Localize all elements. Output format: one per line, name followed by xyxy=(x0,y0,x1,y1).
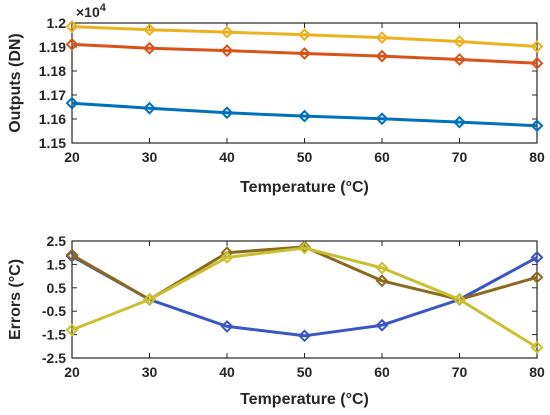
data-point-marker xyxy=(143,101,156,115)
data-point-marker xyxy=(220,44,234,58)
data-point-marker xyxy=(453,53,466,66)
data-point-marker xyxy=(298,109,311,123)
x-tick-label: 30 xyxy=(142,149,158,165)
series-line-2 xyxy=(71,245,538,302)
x-axis-label: Temperature (°C) xyxy=(240,179,369,196)
y-tick-label: -0.5 xyxy=(42,303,66,319)
data-point-marker xyxy=(375,31,389,45)
data-point-marker xyxy=(143,293,156,306)
data-point-marker xyxy=(298,47,311,60)
x-tick-label: 80 xyxy=(529,364,545,380)
data-point-marker xyxy=(220,250,234,264)
x-tick-label: 50 xyxy=(297,364,313,380)
errors-chart: 20 30 40 50 60 70 80 2.5 1.5 0.5 -0.5 -1.5 -2.5 Tempe… xyxy=(7,233,545,408)
data-point-marker xyxy=(65,96,79,110)
y-tick-label: -1.5 xyxy=(42,327,66,343)
x-tick-label: 30 xyxy=(142,364,158,380)
data-point-marker xyxy=(298,329,311,343)
data-point-marker xyxy=(453,35,466,48)
data-point-marker xyxy=(375,112,389,126)
y-tick-label: 1.15 xyxy=(39,135,66,151)
data-point-marker xyxy=(220,319,234,333)
data-point-marker xyxy=(375,318,389,332)
exponent-label: ×104 xyxy=(76,2,107,20)
data-point-marker xyxy=(220,106,234,120)
data-point-marker xyxy=(453,115,466,129)
x-tick-label: 60 xyxy=(374,149,390,165)
x-axis-label: Temperature (°C) xyxy=(240,391,369,408)
x-tick-label: 60 xyxy=(374,364,390,380)
data-point-marker xyxy=(65,323,79,337)
data-point-marker xyxy=(530,250,544,264)
data-point-marker xyxy=(143,41,156,55)
y-tick-label: 1.17 xyxy=(39,87,66,103)
data-point-marker xyxy=(375,274,389,288)
x-tick-label: 40 xyxy=(219,364,235,380)
series-line-2 xyxy=(71,42,538,65)
y-tick-label: 0.5 xyxy=(47,280,67,296)
data-point-marker xyxy=(65,20,79,34)
data-point-marker xyxy=(298,28,311,42)
series-line-1 xyxy=(71,101,538,128)
y-tick-label: 1.18 xyxy=(39,63,66,79)
y-axis-label: Errors (°C) xyxy=(7,259,24,340)
data-point-marker xyxy=(375,261,389,275)
data-point-marker xyxy=(220,25,234,39)
data-point-marker xyxy=(298,241,311,255)
data-point-marker xyxy=(65,248,79,262)
x-tick-label: 50 xyxy=(297,149,313,165)
x-tick-label: 70 xyxy=(452,364,468,380)
data-point-marker xyxy=(530,40,544,53)
series-line-3 xyxy=(71,246,538,349)
x-tick-label: 40 xyxy=(219,149,235,165)
y-tick-label: -2.5 xyxy=(42,350,66,366)
data-point-marker xyxy=(530,270,544,284)
x-tick-label: 20 xyxy=(64,364,80,380)
data-point-marker xyxy=(375,49,389,63)
data-point-marker xyxy=(530,341,544,354)
y-tick-label: 1.19 xyxy=(39,39,66,55)
data-point-marker xyxy=(530,56,544,70)
data-point-marker xyxy=(530,119,544,133)
y-tick-label: 2.5 xyxy=(47,233,67,249)
y-tick-label: 1.2 xyxy=(47,15,67,31)
x-tick-label: 80 xyxy=(529,149,545,165)
x-tick-label: 20 xyxy=(64,149,80,165)
y-axis-label: Outputs (DN) xyxy=(7,33,24,133)
data-point-marker xyxy=(143,23,156,37)
y-tick-label: 1.16 xyxy=(39,111,66,127)
outputs-chart: 20 30 40 50 60 70 80 1.15 1.16 1.17 1.18 1.19 1.2 ×10… xyxy=(7,2,545,196)
data-point-marker xyxy=(65,37,79,51)
y-tick-label: 1.5 xyxy=(47,256,67,272)
data-point-marker xyxy=(453,293,466,306)
x-tick-label: 70 xyxy=(452,149,468,165)
series-line-3 xyxy=(71,25,538,48)
